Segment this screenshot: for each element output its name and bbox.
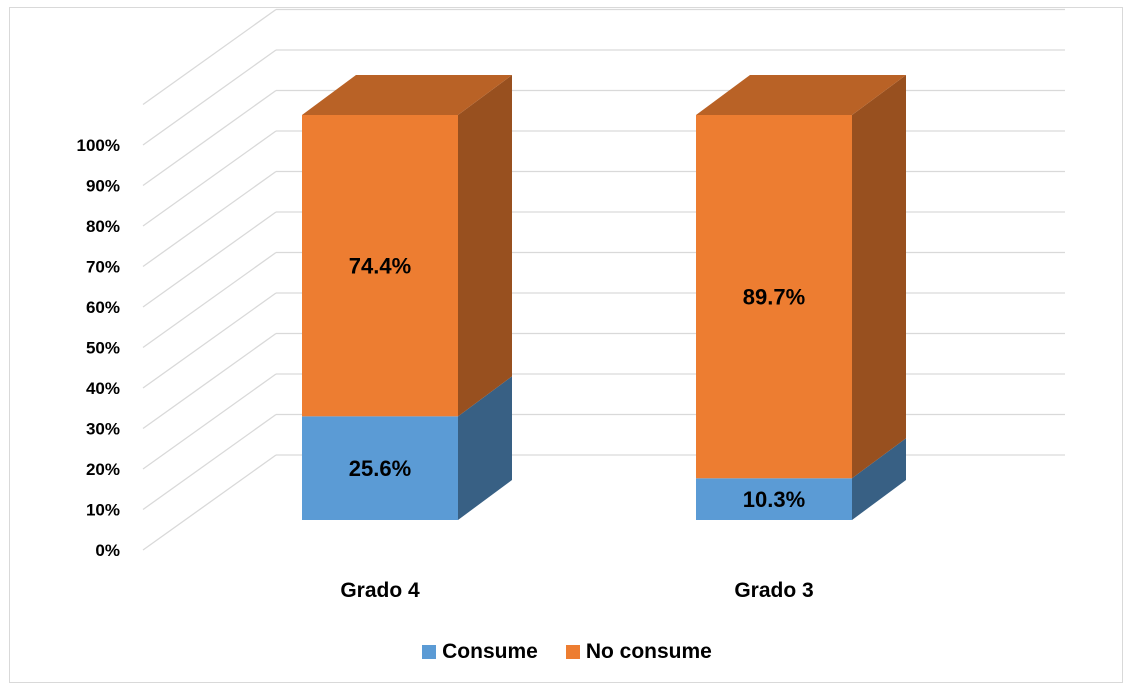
bar-segment <box>696 438 906 520</box>
data-label: 25.6% <box>349 456 411 481</box>
y-tick-label: 70% <box>86 258 120 277</box>
bar-front <box>302 416 458 520</box>
data-labels: 25.6% 74.4% 10.3% 89.7% <box>349 254 805 512</box>
legend-item-consume: Consume <box>422 640 538 664</box>
y-tick-label: 30% <box>86 420 120 439</box>
data-label: 89.7% <box>743 285 805 310</box>
gridline-diagonal <box>142 332 277 430</box>
y-tick-label: 40% <box>86 379 120 398</box>
bar-front <box>696 478 852 520</box>
x-axis-categories: Grado 4 Grado 3 <box>340 579 813 602</box>
bar-side <box>852 438 906 520</box>
bar-top <box>696 75 906 115</box>
gridline-diagonal <box>142 413 277 511</box>
bar-top <box>302 75 512 115</box>
gridline-diagonal <box>142 130 277 227</box>
data-label: 10.3% <box>743 487 805 512</box>
legend-label-consume: Consume <box>442 640 538 663</box>
y-tick-label: 50% <box>86 339 120 358</box>
gridline-diagonal <box>142 211 277 308</box>
gridline-diagonal <box>142 89 277 187</box>
data-label: 74.4% <box>349 254 411 279</box>
gridline-diagonal <box>142 292 277 389</box>
legend-swatch-consume <box>422 645 437 659</box>
bar-segment <box>302 376 512 520</box>
gridline-diagonal <box>142 251 277 349</box>
y-tick-label: 0% <box>95 541 120 560</box>
y-tick-label: 90% <box>86 177 120 196</box>
legend: Consume No consume <box>0 640 1134 664</box>
bar-side <box>458 376 512 520</box>
y-tick-label: 80% <box>86 217 120 236</box>
bars <box>302 75 906 520</box>
gridline-diagonal <box>142 49 277 146</box>
bar-segment <box>302 75 512 417</box>
bar-front <box>302 115 458 417</box>
legend-item-no-consume: No consume <box>565 640 712 664</box>
bar-front <box>696 115 852 479</box>
bar-side <box>852 75 906 479</box>
y-tick-label: 60% <box>86 298 120 317</box>
legend-swatch-no-consume <box>565 645 580 659</box>
legend-label-no-consume: No consume <box>585 640 712 663</box>
gridline-diagonal <box>142 373 277 470</box>
gridline-diagonal <box>142 170 277 268</box>
bar-segment <box>696 75 906 479</box>
y-tick-label: 10% <box>86 501 120 520</box>
x-category-label: Grado 3 <box>734 579 813 602</box>
gridline-diagonal <box>142 454 277 551</box>
gridline-diagonal <box>142 8 277 106</box>
x-category-label: Grado 4 <box>340 579 420 602</box>
bar-side <box>458 75 512 417</box>
gridlines <box>142 8 1065 551</box>
chart-frame <box>9 7 1123 683</box>
y-tick-label: 20% <box>86 460 120 479</box>
y-axis-ticks: 0% 10% 20% 30% 40% 50% 60% 70% 80% 90% 100% <box>77 136 120 560</box>
y-tick-label: 100% <box>77 136 120 155</box>
